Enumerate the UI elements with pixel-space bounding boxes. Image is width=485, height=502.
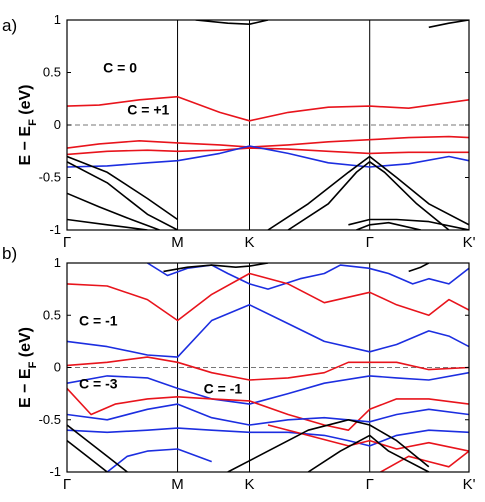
panel-b-chern-annotation-2: C = -1 xyxy=(204,381,243,397)
panel-a-ytick-label: -1 xyxy=(49,222,61,237)
panel-b-band-red-11 xyxy=(380,450,469,472)
panel-a-ytick-label: 0.5 xyxy=(43,65,61,80)
panel-a-band-blue-3 xyxy=(67,145,469,168)
panel-b-band-blue-8 xyxy=(67,427,469,447)
panel-a-band-black-13 xyxy=(428,20,469,29)
panel-b-ytick-label: 0 xyxy=(54,360,61,375)
panel-b-band-black-16 xyxy=(163,263,269,273)
panel-b-band-red-9 xyxy=(267,424,469,452)
panel-b-band-red-6 xyxy=(67,387,469,431)
panel-b-band-black-14 xyxy=(227,419,430,472)
panel-b-band-black-13 xyxy=(67,439,108,472)
panel-b-band-black-12 xyxy=(67,424,128,472)
panel-a-chern-annotation-0: C = 0 xyxy=(103,60,137,76)
panel-b-xtick-label: K xyxy=(245,476,255,493)
panel-a-xtick-label: K' xyxy=(463,234,476,251)
panel-a-band-black-8 xyxy=(267,155,469,230)
panel-b-band-blue-7 xyxy=(67,403,469,426)
panel-a-label: a) xyxy=(2,16,17,35)
panel-b-chern-annotation-1: C = -3 xyxy=(79,375,118,391)
panel-a-ytick-label: 1 xyxy=(54,12,61,27)
panel-b-band-black-15 xyxy=(307,434,430,472)
panel-a-band-red-1 xyxy=(67,135,469,149)
panel-b-ytick-label: 0.5 xyxy=(43,307,61,322)
panel-b-xtick-label: Γ xyxy=(63,476,71,493)
panel-b-band-black-17 xyxy=(408,263,430,273)
panel-a-xtick-label: Γ xyxy=(63,234,71,251)
panel-b-ytick-label: -1 xyxy=(49,464,61,479)
panel-a-band-black-7 xyxy=(67,218,148,230)
panel-b-band-blue-10 xyxy=(106,448,212,472)
panel-b-label: b) xyxy=(2,244,17,263)
panel-b-xtick-label: Γ xyxy=(366,476,374,493)
panel-a-ytick-label: 0 xyxy=(54,117,61,132)
panel-b-xtick-label: K' xyxy=(463,476,476,493)
panel-a-band-black-6 xyxy=(67,192,160,230)
panel-a-chern-annotation-1: C = +1 xyxy=(127,102,169,118)
panel-b-band-red-2 xyxy=(67,272,469,322)
panel-a-band-black-5 xyxy=(67,161,178,230)
panel-b-band-red-4 xyxy=(67,356,469,381)
panel-a-band-red-2 xyxy=(67,147,469,156)
panel-b-ytick-label: 1 xyxy=(54,255,61,270)
panel-b-band-blue-3 xyxy=(67,304,469,358)
panel-b-chern-annotation-0: C = -1 xyxy=(79,313,118,329)
panel-a-xtick-label: K xyxy=(245,234,255,251)
panel-b-xtick-label: M xyxy=(171,476,184,493)
panel-a-ylabel: E − EF (eV) xyxy=(17,85,39,166)
panel-b-band-blue-5 xyxy=(67,371,469,405)
panel-a-xtick-label: M xyxy=(171,234,184,251)
panel-b-ylabel: E − EF (eV) xyxy=(17,327,39,408)
panel-a-band-black-9 xyxy=(287,161,450,230)
panel-a-band-red-0 xyxy=(67,95,469,122)
panel-a-band-black-4 xyxy=(67,155,179,221)
panel-b-band-blue-1 xyxy=(249,264,469,290)
panel-a-xtick-label: Γ xyxy=(366,234,374,251)
panel-a-band-black-10 xyxy=(348,218,469,230)
panel-a-band-black-11 xyxy=(356,221,421,230)
panel-a-ytick-label: -0.5 xyxy=(39,170,61,185)
panel-a-band-black-12 xyxy=(195,20,269,25)
panel-b-ytick-label: -0.5 xyxy=(39,412,61,427)
